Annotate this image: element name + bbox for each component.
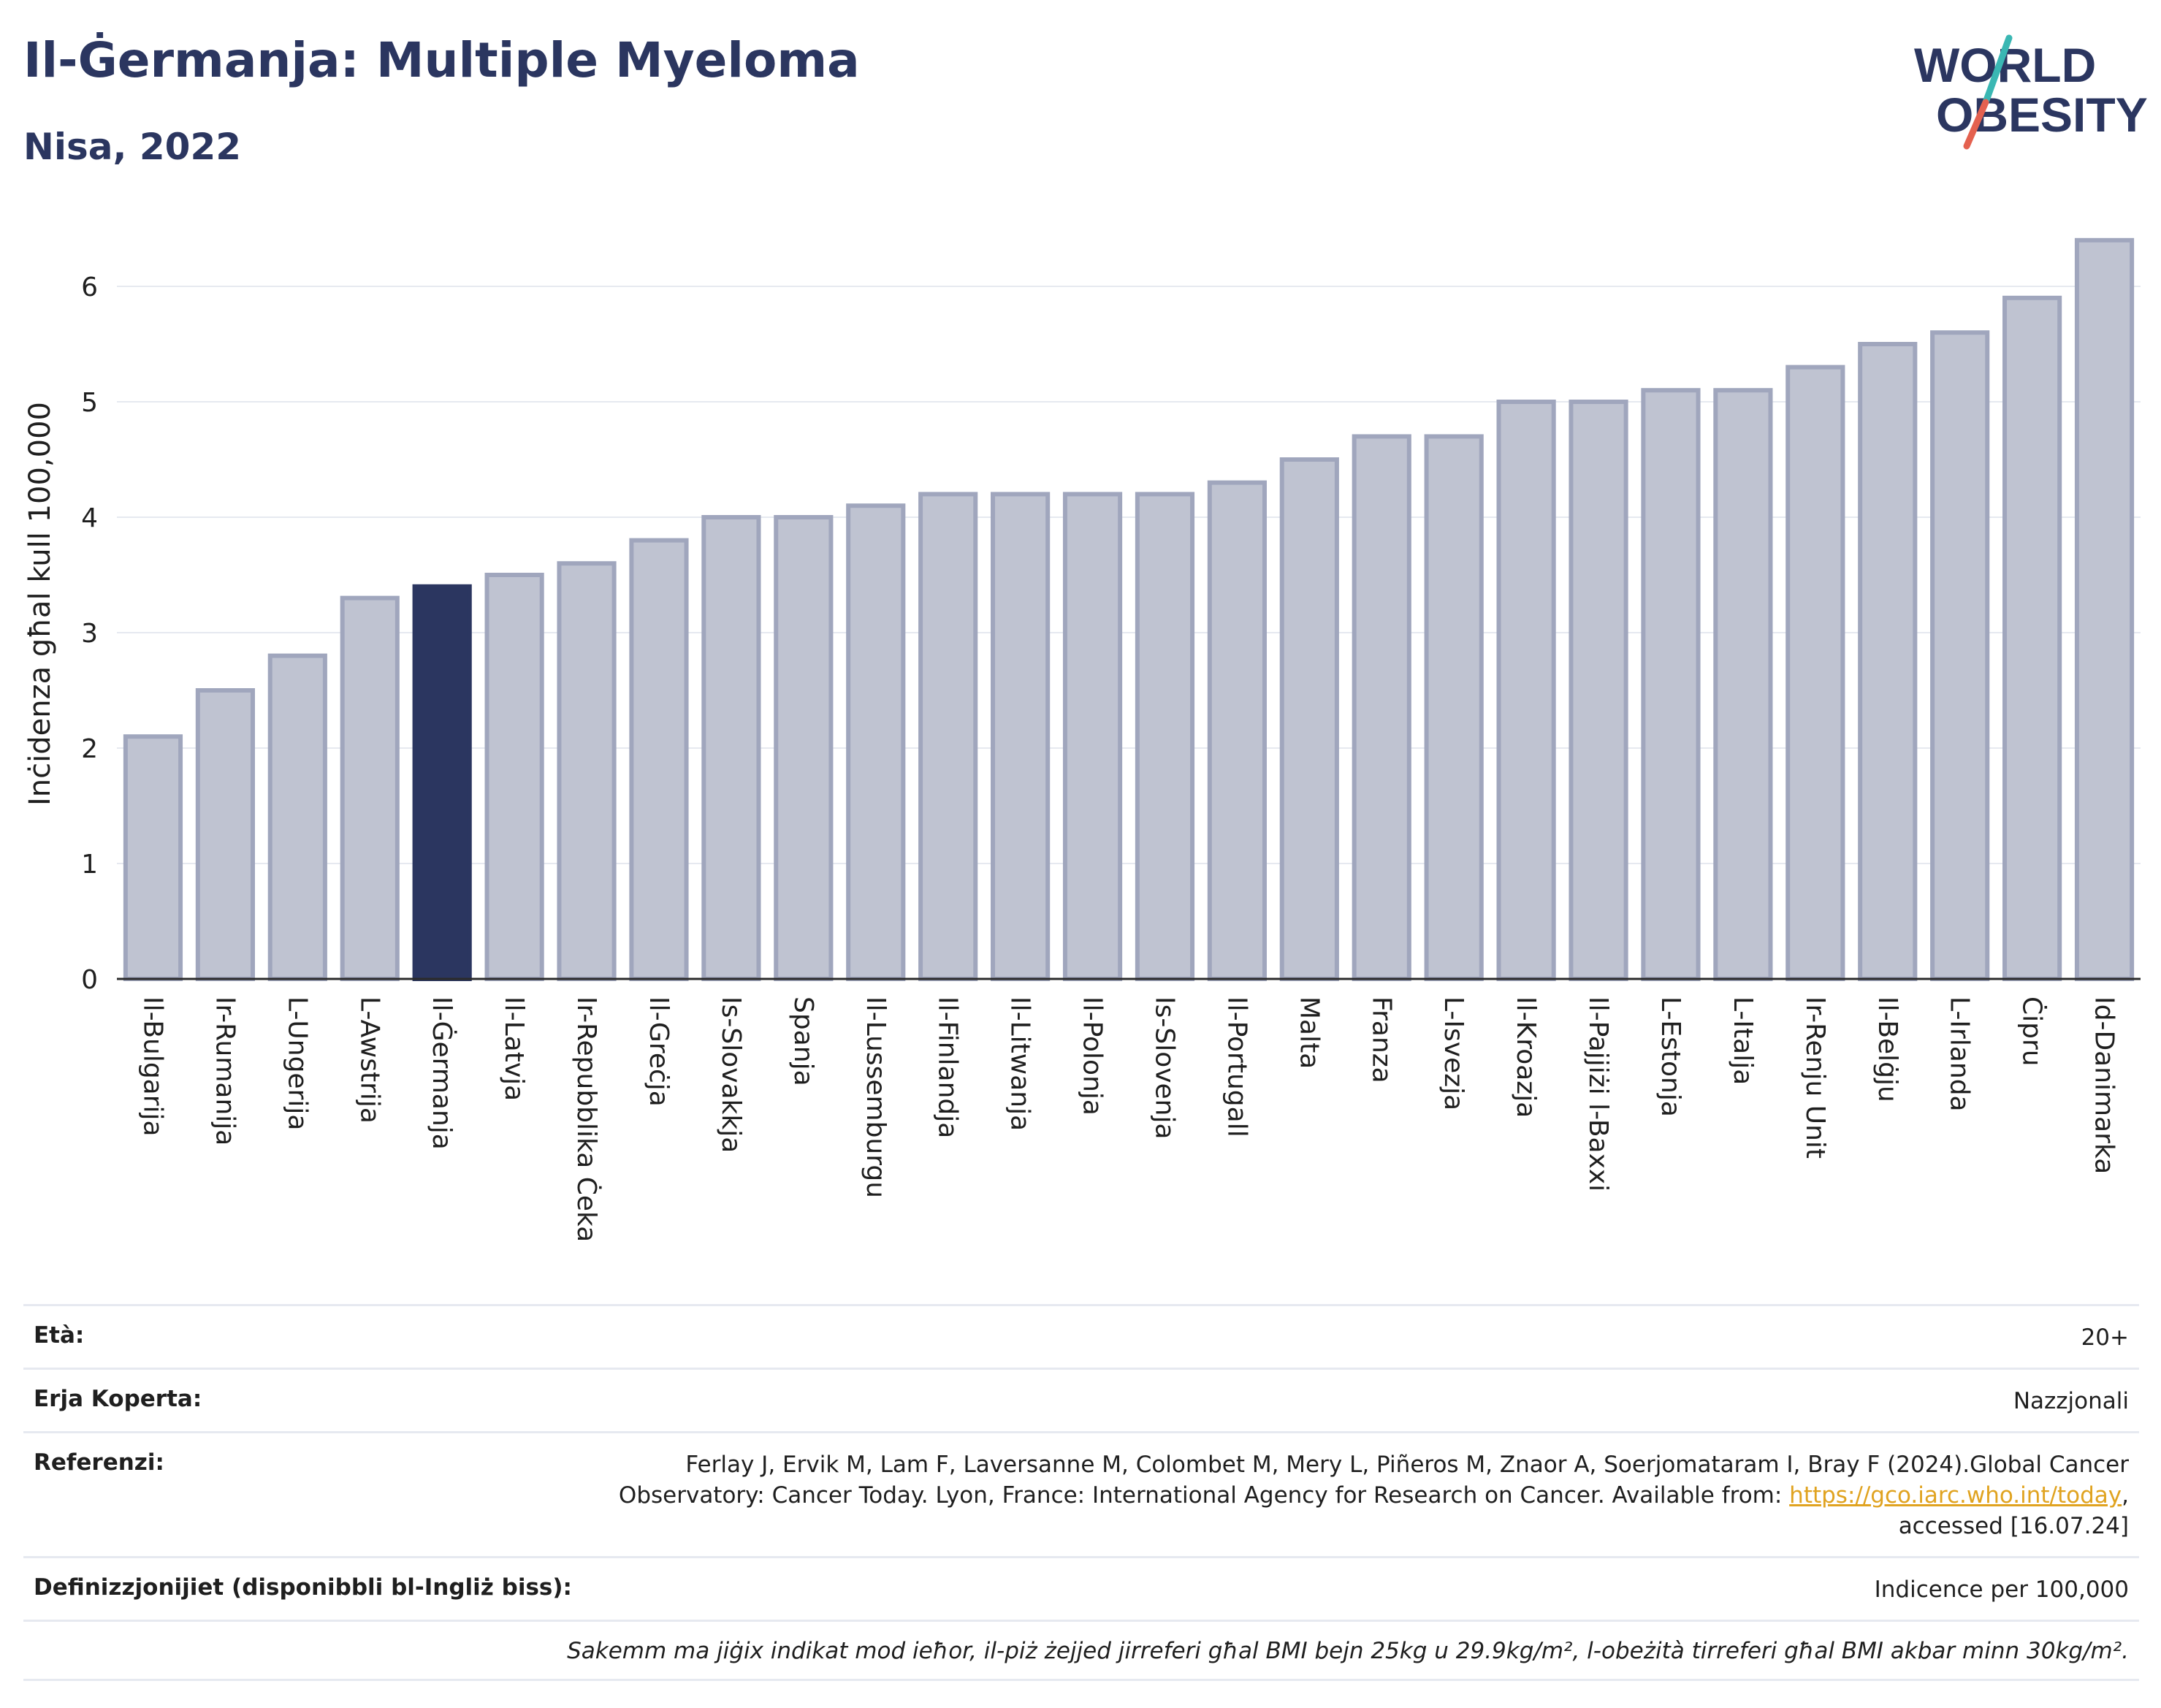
reference-line-2: Observatory: Cancer Today. Lyon, France:… <box>618 1482 1790 1509</box>
bar <box>1569 400 1628 981</box>
area-value: Nazzjonali <box>2013 1388 2129 1414</box>
reference-comma: , <box>2122 1482 2129 1509</box>
x-tick-label: Franza <box>1366 996 1396 1083</box>
reference-link[interactable]: https://gco.iarc.who.int/today <box>1789 1482 2122 1509</box>
y-tick-label: 2 <box>81 734 98 764</box>
x-tick-label: Il-Pajjiżi l-Baxxi <box>1583 996 1613 1192</box>
y-tick-label: 5 <box>81 388 98 418</box>
y-tick-label: 0 <box>81 965 98 995</box>
bar <box>123 734 183 981</box>
x-tick-label: L-Ungerija <box>282 996 312 1130</box>
x-tick-label: Ir-Rumanija <box>210 996 240 1145</box>
x-tick-label: L-Awstrija <box>354 996 384 1124</box>
bar <box>340 595 400 981</box>
x-tick-label: Malta <box>1294 996 1324 1069</box>
bar <box>2074 237 2135 981</box>
bar <box>1641 388 1701 981</box>
y-tick-label: 1 <box>81 850 98 880</box>
bar <box>629 538 689 981</box>
logo-slash-teal <box>1982 34 2013 106</box>
bar-highlighted <box>412 584 472 981</box>
bar <box>484 573 544 981</box>
x-tick-label: Il-Portugall <box>1221 996 1251 1137</box>
x-tick-label: Ir-Repubblika Ċeka <box>571 996 602 1242</box>
meta-row-definitions: Definizzjonijiet (disponibbli bl-Ingliż … <box>23 1556 2139 1620</box>
x-tick-label: L-Italja <box>1728 996 1758 1085</box>
world-obesity-logo: WORLD OBESITY <box>1914 34 2148 150</box>
bar <box>1713 388 1773 981</box>
meta-row-note: Sakemm ma jiġix indikat mod ieħor, il-pi… <box>23 1620 2139 1681</box>
x-tick-label: Id-Danimarka <box>2089 996 2119 1174</box>
x-tick-labels: Il-Bulgarija Ir-Rumanija L-Ungerija L-Awstr… <box>137 996 2119 1242</box>
meta-row-age: Età: 20+ <box>23 1304 2139 1368</box>
bar-chart: 0 1 2 3 4 5 6 Il-Bulgarija Ir-Rumanija L-Ungerij… <box>23 237 2141 1242</box>
bar <box>774 515 834 981</box>
x-tick-label: Il-Finlandja <box>933 996 963 1138</box>
page-subtitle: Nisa, 2022 <box>23 126 242 168</box>
x-tick-label: Il-Kroazja <box>1511 996 1541 1118</box>
x-tick-label: Il-Greċja <box>644 996 674 1107</box>
x-tick-label: L-Isvezja <box>1438 996 1468 1110</box>
bar <box>701 515 761 981</box>
definitions-label: Definizzjonijiet (disponibbli bl-Ingliż … <box>34 1574 572 1601</box>
references-value: Ferlay J, Ervik M, Lam F, Laversanne M, … <box>619 1449 2129 1541</box>
page-title: Il-Ġermanja: Multiple Myeloma <box>23 32 860 88</box>
x-tick-label: Il-Bulgarija <box>137 996 167 1137</box>
reference-line-1: Ferlay J, Ervik M, Lam F, Laversanne M, … <box>685 1452 2129 1478</box>
x-tick-label: Il-Litwanja <box>1005 996 1035 1131</box>
x-tick-label: Il-Ġermanja <box>427 996 457 1150</box>
bars <box>123 237 2135 982</box>
x-tick-label: Il-Lussemburgu <box>861 996 891 1198</box>
bar <box>1424 434 1484 981</box>
age-label: Età: <box>34 1322 85 1349</box>
x-tick-label: Ċipru <box>2017 996 2048 1067</box>
bar <box>2002 295 2062 981</box>
bar <box>1496 400 1556 981</box>
area-label: Erja Koperta: <box>34 1386 202 1412</box>
y-tick-label: 3 <box>81 619 98 649</box>
references-label: Referenzi: <box>34 1449 164 1476</box>
bar <box>1930 330 1990 981</box>
meta-row-area: Erja Koperta: Nazzjonali <box>23 1368 2139 1431</box>
bar <box>557 561 617 981</box>
y-tick-label: 4 <box>81 503 98 533</box>
footnote: Sakemm ma jiġix indikat mod ieħor, il-pi… <box>567 1638 2129 1664</box>
definitions-value: Indicence per 100,000 <box>1874 1577 2129 1603</box>
x-tick-label: L-Estonja <box>1655 996 1685 1117</box>
y-tick-labels: 0 1 2 3 4 5 6 <box>81 272 98 995</box>
bar <box>918 492 978 981</box>
x-tick-label: Spanja <box>788 996 818 1086</box>
y-axis-title: Inċidenza għal kull 100,000 <box>23 402 57 806</box>
bar <box>1135 492 1195 981</box>
y-tick-label: 6 <box>81 272 98 302</box>
age-value: 20+ <box>2081 1324 2129 1351</box>
x-tick-label: Is-Slovakkja <box>716 996 746 1153</box>
metadata-table: Età: 20+ Erja Koperta: Nazzjonali Refere… <box>23 1304 2139 1681</box>
bar <box>1279 457 1339 981</box>
x-tick-label: L-Irlanda <box>1945 996 1975 1112</box>
bar <box>1207 480 1267 981</box>
bar <box>267 653 327 981</box>
bar <box>1062 492 1123 981</box>
x-tick-label: Il-Belġju <box>1872 996 1902 1102</box>
bar <box>1352 434 1411 981</box>
bar <box>846 503 906 981</box>
bar <box>1785 365 1845 982</box>
x-tick-label: Ir-Renju Unit <box>1800 996 1830 1159</box>
bar <box>991 492 1051 981</box>
x-tick-label: Is-Slovenja <box>1149 996 1179 1140</box>
reference-line-3: accessed [16.07.24] <box>1898 1513 2129 1539</box>
x-tick-label: Il-Polonja <box>1078 996 1108 1116</box>
bar <box>1858 342 1918 981</box>
bar <box>195 688 255 981</box>
x-tick-label: Il-Latvja <box>499 996 529 1101</box>
logo-slash-red <box>1963 99 1989 150</box>
meta-row-references: Referenzi: Ferlay J, Ervik M, Lam F, Lav… <box>23 1431 2139 1556</box>
